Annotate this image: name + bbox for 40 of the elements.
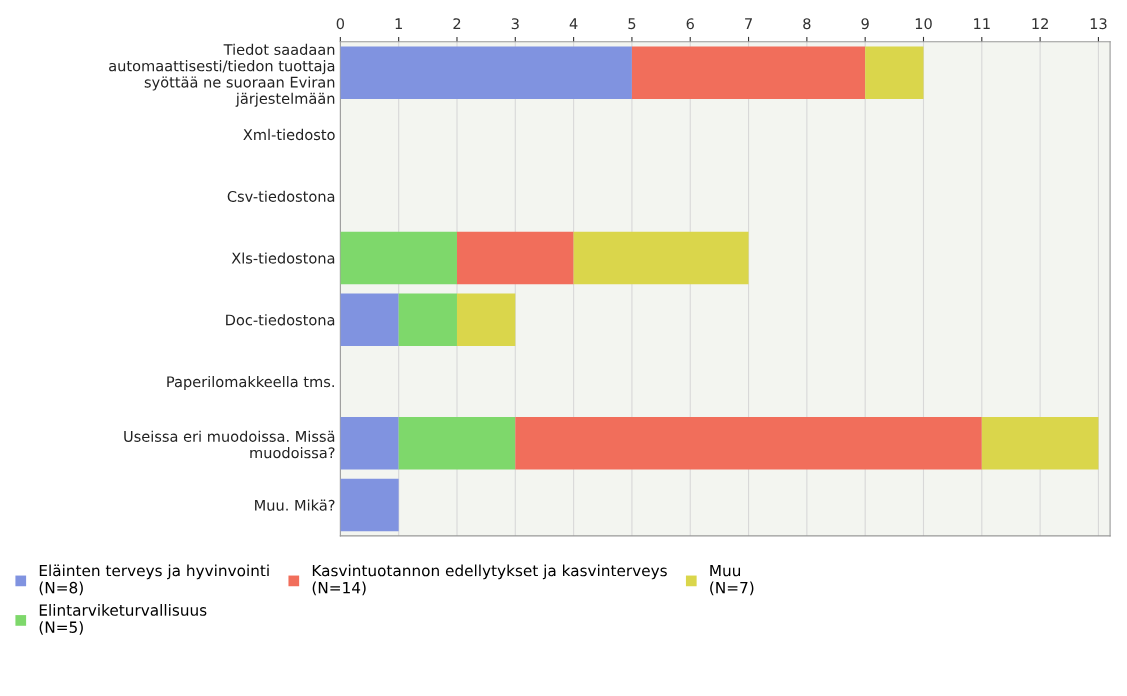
x-tick-label: 8 xyxy=(803,18,811,30)
x-tick-label: 1 xyxy=(395,18,402,29)
bar xyxy=(340,293,399,346)
x-tick-label: 4 xyxy=(569,18,578,29)
x-tick-label: 7 xyxy=(745,18,752,29)
x-tick-label: 12 xyxy=(1032,18,1048,29)
bar xyxy=(398,417,516,470)
bar xyxy=(515,417,982,470)
bar xyxy=(865,46,924,99)
bar xyxy=(340,231,457,285)
bar xyxy=(340,417,399,470)
y-tick-label: Muu. Mikä? xyxy=(255,499,335,511)
y-tick-label: Tiedot saadaan automaattisesti/tiedon tuottaja syöttää ne suoraan Eviran järjestelmään xyxy=(109,43,335,107)
y-tick-label: Paperilomakkeella tms. xyxy=(167,375,334,391)
legend-label: Elintarviketurvallisuus (N=5) xyxy=(39,604,207,635)
y-tick-label: Xls-tiedostona xyxy=(231,252,335,264)
bar xyxy=(340,46,632,99)
bar xyxy=(631,46,866,99)
x-tick-label: 3 xyxy=(511,18,519,30)
legend-label: Muu (N=7) xyxy=(710,564,754,596)
bar xyxy=(456,231,574,285)
x-tick-label: 9 xyxy=(861,18,869,30)
bar xyxy=(573,231,749,285)
y-tick-label: Doc-tiedostona xyxy=(226,314,335,326)
y-tick-label: Useissa eri muodoissa. Missä muodoissa? xyxy=(124,430,335,459)
x-tick-label: 5 xyxy=(628,18,636,30)
bar xyxy=(981,417,1099,470)
y-tick-label: Csv-tiedostona xyxy=(227,190,335,202)
bar xyxy=(456,293,516,346)
x-tick-label: 6 xyxy=(686,18,694,30)
bar xyxy=(340,478,399,532)
x-tick-label: 2 xyxy=(453,18,461,29)
x-tick-label: 11 xyxy=(974,18,990,29)
x-tick-label: 10 xyxy=(915,18,932,30)
y-tick-label: Xml-tiedosto xyxy=(243,128,335,141)
legend-label: Eläinten terveys ja hyvinvointi (N=8) xyxy=(39,564,269,596)
x-tick-label: 0 xyxy=(336,18,345,30)
bar xyxy=(398,293,457,346)
x-tick-label: 13 xyxy=(1090,18,1107,30)
legend-label: Kasvintuotannon edellytykset ja kasvinterveys (N=14) xyxy=(312,564,667,596)
